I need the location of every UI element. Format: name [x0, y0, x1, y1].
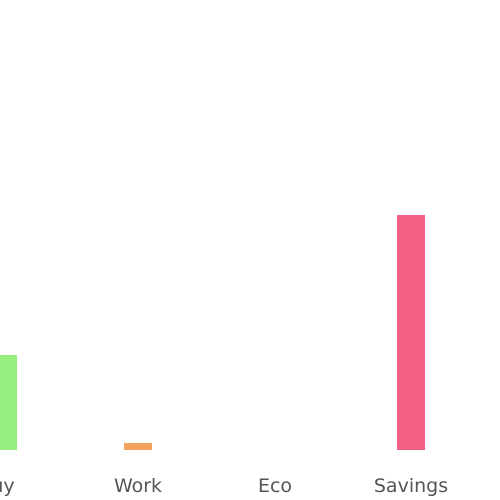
bar-uy	[0, 355, 17, 450]
bar-work	[124, 443, 152, 450]
bars-group	[0, 215, 425, 450]
x-axis-tick-labels: uy Work Eco Savings	[0, 475, 448, 497]
bar-savings	[397, 215, 425, 450]
x-tick-label-eco: Eco	[258, 475, 292, 497]
x-tick-label-work: Work	[114, 475, 162, 497]
x-tick-label-savings: Savings	[374, 475, 448, 497]
x-tick-label-uy: uy	[0, 475, 15, 497]
